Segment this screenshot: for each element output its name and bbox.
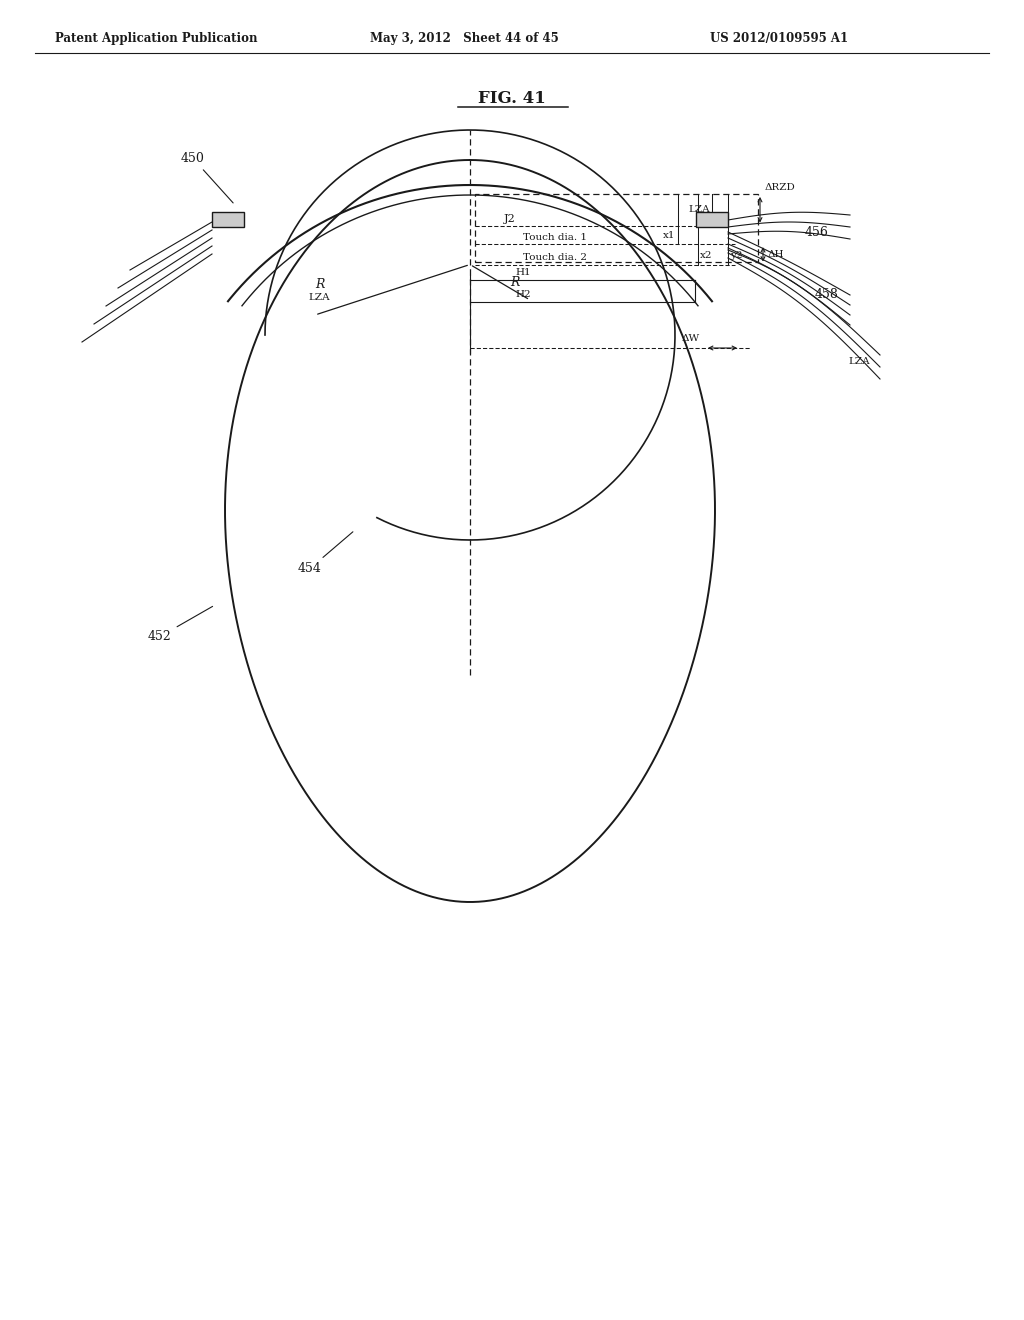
Text: 456: 456 [805,226,828,239]
Text: 454: 454 [298,532,353,576]
Text: Patent Application Publication: Patent Application Publication [55,32,257,45]
Bar [696,213,728,227]
Text: ΔRZD: ΔRZD [765,183,796,191]
Text: J2: J2 [504,214,516,223]
Text: May 3, 2012   Sheet 44 of 45: May 3, 2012 Sheet 44 of 45 [370,32,559,45]
Bar [475,194,758,261]
Text: LZA: LZA [848,358,869,367]
Text: H1: H1 [515,268,530,277]
Text: y2: y2 [730,252,742,260]
Bar [212,213,244,227]
Text: ΔW: ΔW [682,334,700,343]
Text: x1: x1 [663,231,675,240]
Text: LZA: LZA [688,206,710,214]
Text: x2: x2 [700,252,713,260]
Text: US 2012/0109595 A1: US 2012/0109595 A1 [710,32,848,45]
Text: H2: H2 [515,290,530,300]
Text: LZA: LZA [308,293,330,302]
Text: 450: 450 [181,152,233,203]
Text: Touch dia. 1: Touch dia. 1 [523,234,587,242]
Text: ΔH: ΔH [768,249,784,259]
Text: R: R [315,279,325,292]
Text: R: R [510,276,519,289]
Text: 452: 452 [148,606,213,643]
Text: FIG. 41: FIG. 41 [478,90,546,107]
Text: 458: 458 [815,289,839,301]
Text: Touch dia. 2: Touch dia. 2 [523,253,587,263]
Text: y1: y1 [697,213,710,222]
